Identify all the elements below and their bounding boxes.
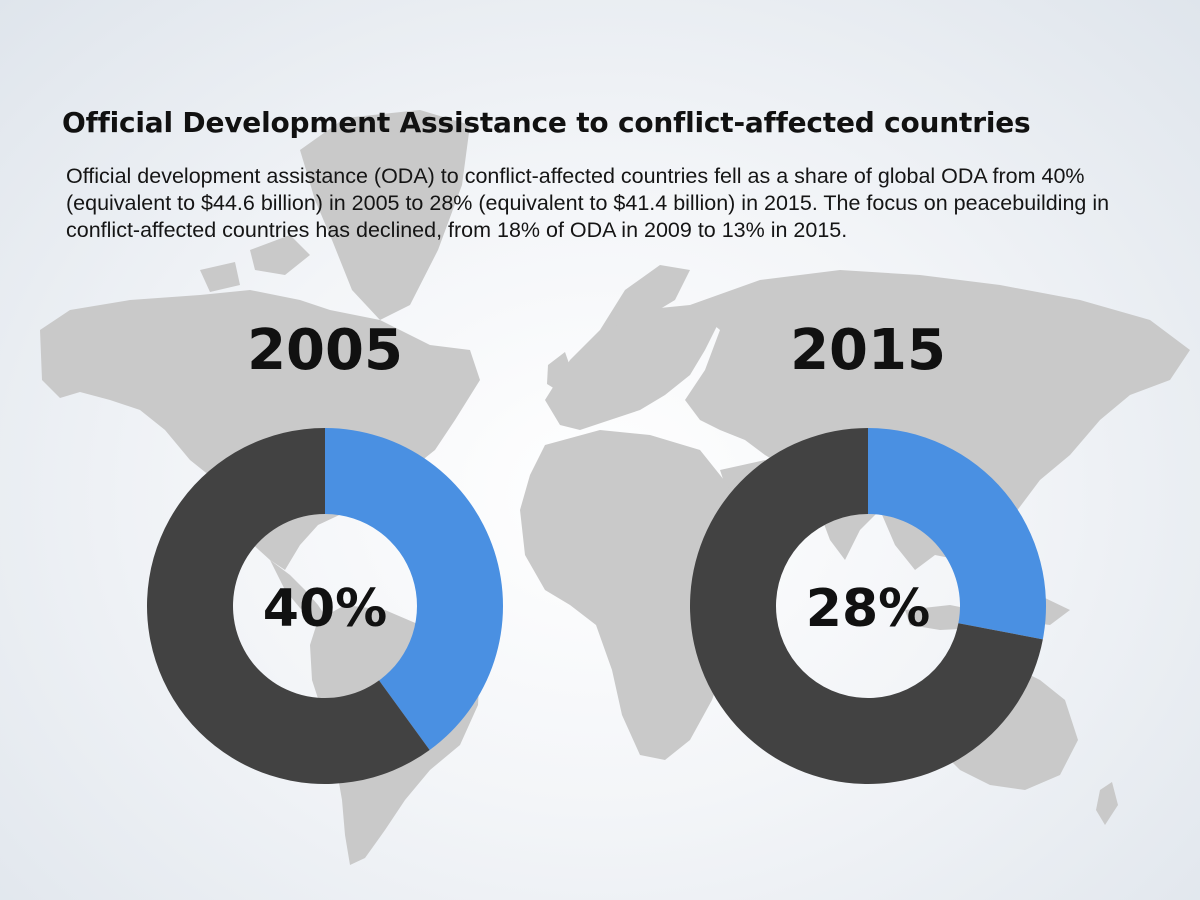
- donut-chart-2015: 28%: [690, 428, 1046, 784]
- center-label-2015: 28%: [806, 579, 930, 639]
- center-label-2005: 40%: [263, 579, 387, 639]
- year-label-2005: 2005: [247, 318, 403, 383]
- donut-slice-2015-conflict-affected: [868, 428, 1046, 640]
- description-text: Official development assistance (ODA) to…: [66, 164, 1110, 242]
- donut-slice-2015-other: [690, 428, 1043, 784]
- donut-slice-2005-conflict-affected: [325, 428, 503, 751]
- year-label-2015: 2015: [790, 318, 946, 383]
- page-title: Official Development Assistance to confl…: [62, 106, 1031, 139]
- donut-chart-2005: 40%: [147, 428, 503, 784]
- donut-slice-2005-other: [147, 428, 430, 784]
